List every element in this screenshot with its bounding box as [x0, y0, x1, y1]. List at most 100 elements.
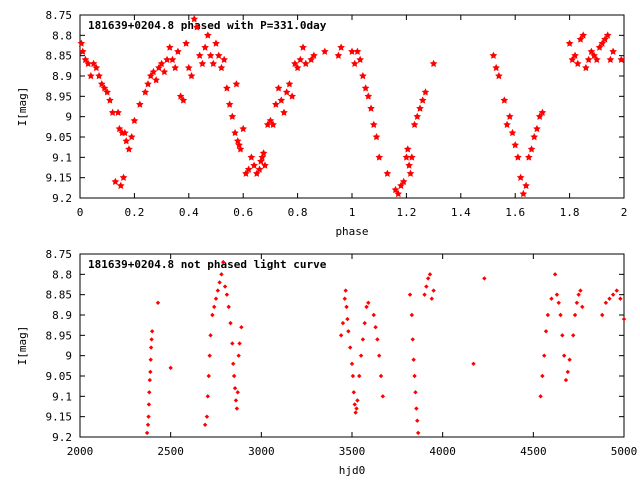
data-point: [533, 124, 541, 133]
data-point: [584, 55, 593, 63]
data-point: [377, 353, 382, 358]
data-point: [237, 341, 242, 346]
data-point: [411, 357, 416, 362]
data-point: [358, 353, 364, 358]
data-point: [146, 402, 152, 407]
data-point: [516, 173, 525, 181]
data-point: [263, 120, 272, 129]
data-point: [429, 59, 438, 68]
data-point: [362, 320, 367, 326]
data-point: [147, 377, 153, 383]
data-point: [87, 72, 95, 80]
data-point: [372, 133, 381, 141]
data-point: [407, 292, 413, 297]
data-point: [84, 59, 92, 68]
y-tick-label: 9.2: [52, 431, 72, 444]
data-point: [223, 84, 231, 92]
data-point: [155, 300, 161, 305]
data-point: [103, 88, 111, 96]
data-point: [582, 63, 590, 72]
data-point: [397, 181, 405, 190]
data-point: [415, 430, 421, 436]
data-point: [342, 296, 347, 301]
data-point: [136, 100, 144, 108]
data-point: [367, 104, 375, 112]
data-point: [259, 149, 268, 157]
data-point: [373, 325, 378, 330]
data-point: [356, 55, 364, 63]
y-tick-label: 9.1: [52, 390, 72, 403]
data-point: [561, 353, 567, 358]
data-point: [209, 59, 218, 68]
y-tick-label: 8.95: [46, 329, 73, 342]
data-point: [130, 116, 139, 124]
data-point: [125, 145, 133, 153]
data-point: [511, 141, 519, 149]
data-point: [394, 189, 403, 198]
data-point: [214, 51, 223, 59]
data-point: [228, 112, 237, 120]
data-point: [242, 169, 250, 177]
data-point: [500, 96, 509, 104]
data-point: [225, 100, 234, 108]
data-point: [165, 43, 174, 51]
data-point: [280, 108, 288, 116]
data-point: [590, 51, 598, 59]
data-point: [187, 72, 196, 80]
data-point: [618, 296, 623, 301]
data-point: [538, 108, 547, 116]
data-point: [233, 398, 239, 403]
data-point: [97, 80, 106, 88]
data-point: [560, 333, 565, 338]
data-point: [215, 288, 221, 293]
data-point: [293, 63, 302, 72]
x-tick-label: 1.2: [396, 206, 416, 219]
data-point: [337, 43, 345, 51]
data-point: [554, 292, 560, 297]
data-point: [538, 394, 543, 399]
data-point: [353, 47, 362, 55]
data-point: [375, 337, 380, 342]
data-point: [399, 177, 408, 185]
data-point: [571, 333, 576, 338]
data-point: [375, 153, 383, 161]
data-point: [340, 320, 346, 326]
x-tick-label: 3500: [339, 445, 366, 458]
data-point: [380, 394, 386, 399]
data-point: [117, 181, 125, 190]
data-point: [89, 59, 98, 68]
data-point: [231, 361, 236, 366]
data-point: [266, 116, 275, 124]
data-point: [414, 406, 419, 411]
data-point: [353, 410, 358, 415]
data-point: [530, 133, 539, 141]
data-point: [148, 369, 153, 375]
data-point: [344, 304, 349, 310]
data-point: [519, 189, 528, 198]
data-point: [579, 31, 587, 39]
x-tick-label: 1.6: [505, 206, 525, 219]
data-point: [282, 88, 291, 96]
data-point: [571, 51, 579, 59]
data-point: [81, 55, 90, 63]
data-point: [226, 304, 231, 310]
data-point: [421, 88, 430, 96]
y-axis-label: I[mag]: [16, 326, 29, 366]
data-point: [146, 72, 155, 80]
data-point: [424, 284, 429, 289]
data-point: [205, 394, 211, 399]
data-point: [614, 288, 619, 293]
data-point: [95, 72, 103, 80]
y-tick-label: 9.15: [46, 172, 73, 185]
data-point: [168, 365, 173, 371]
data-point: [383, 169, 392, 177]
data-point: [545, 312, 551, 318]
data-point: [231, 373, 237, 379]
x-tick-label: 4500: [520, 445, 547, 458]
data-point: [171, 63, 179, 72]
data-point: [606, 55, 615, 63]
data-point: [255, 165, 264, 173]
data-point: [576, 292, 581, 297]
data-point: [111, 177, 120, 185]
data-point: [391, 185, 400, 194]
